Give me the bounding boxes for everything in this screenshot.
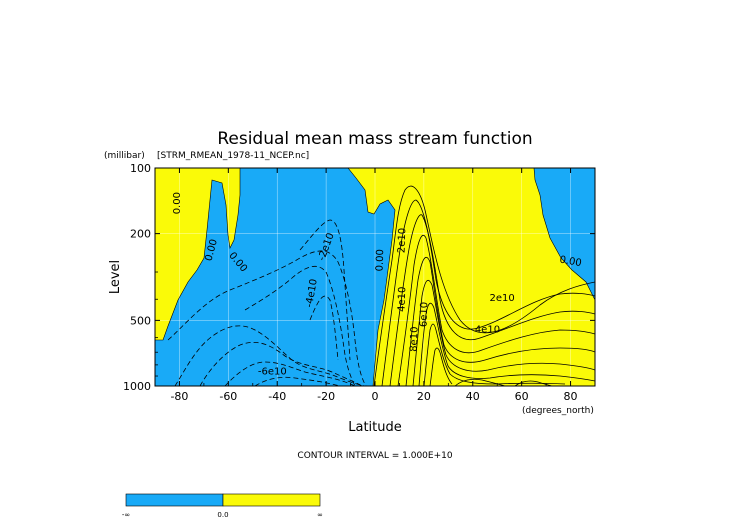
- zero-contours: [155, 168, 595, 386]
- x-tick-label: 80: [564, 390, 578, 403]
- y-tick-label: 500: [130, 314, 151, 327]
- x-axis: -80 -60 -40 -20 0 20 40 60 80: [154, 168, 596, 403]
- source-file-label: [STRM_RMEAN_1978-11_NCEP.nc]: [157, 151, 309, 161]
- contour-label: 0.00: [559, 254, 583, 269]
- contour-label: -6e10: [258, 367, 287, 378]
- zero-contour: [347, 168, 396, 386]
- contour-label: 2e10: [489, 293, 514, 304]
- colorbar-label-neg-inf: -∞: [122, 511, 130, 519]
- negative-contour: [174, 325, 366, 386]
- contour-interval-label: CONTOUR INTERVAL = 1.000E+10: [297, 451, 452, 461]
- contour-label: 0.00: [172, 192, 183, 214]
- chart-title: Residual mean mass stream function: [217, 129, 532, 149]
- negative-contour: [199, 341, 363, 386]
- negative-contour: [299, 219, 351, 361]
- positive-region-nh: [348, 168, 595, 386]
- contour-label: 8e10: [409, 326, 421, 352]
- x-tick-label: 40: [466, 390, 480, 403]
- contour-label: -4e10: [304, 278, 320, 308]
- y-axis: 100 200 500 1000: [123, 162, 595, 393]
- negative-contour: [244, 265, 356, 386]
- positive-contour: [405, 257, 595, 386]
- x-tick-label: -40: [268, 390, 286, 403]
- negative-contours: [167, 219, 367, 386]
- colorbar-label-zero: 0.0: [217, 511, 228, 519]
- contour-label: 4e10: [475, 324, 500, 335]
- positive-contour: [389, 214, 595, 386]
- colorbar-positive: [222, 493, 321, 507]
- negative-contour: [167, 250, 367, 386]
- positive-contour: [412, 279, 595, 386]
- positive-regions: [155, 168, 595, 386]
- zero-contour: [533, 168, 595, 301]
- contour-label: 2e10: [396, 228, 408, 254]
- colorbar: -∞ 0.0 ∞: [122, 493, 323, 519]
- contour-label: 4e10: [396, 286, 408, 312]
- colorbar-label-pos-inf: ∞: [317, 511, 323, 519]
- x-tick-label: -80: [170, 390, 188, 403]
- positive-contour: [381, 199, 595, 386]
- positive-contour: [373, 185, 595, 386]
- x-tick-label: 0: [372, 390, 379, 403]
- plot-area: [155, 168, 595, 386]
- positive-contour: [397, 234, 595, 386]
- negative-contour: [224, 361, 356, 386]
- x-tick-label: -60: [219, 390, 237, 403]
- y-tick-label: 1000: [123, 380, 151, 393]
- y-tick-label: 200: [130, 228, 151, 241]
- y-units-label: (millibar): [104, 151, 145, 161]
- contour-label: 0.00: [375, 249, 387, 272]
- colorbar-negative: [125, 493, 224, 507]
- y-tick-label: 100: [130, 162, 151, 175]
- zero-contour: [155, 168, 241, 341]
- negative-contour: [309, 295, 339, 361]
- y-axis-label: Level: [108, 260, 123, 294]
- positive-contour: [418, 302, 595, 386]
- positive-contour: [454, 378, 506, 386]
- x-tick-label: 60: [515, 390, 529, 403]
- contour-label: 6e10: [418, 302, 430, 328]
- positive-contour: [429, 347, 453, 386]
- positive-contour: [423, 323, 566, 386]
- gridlines: [155, 168, 595, 386]
- x-tick-label: -20: [317, 390, 335, 403]
- negative-contour: [254, 376, 341, 386]
- positive-region-sh-boundary: [155, 168, 240, 340]
- x-units-label: (degrees_north): [522, 406, 594, 416]
- x-tick-label: 20: [417, 390, 431, 403]
- positive-contours: [373, 185, 595, 386]
- x-axis-label: Latitude: [348, 420, 402, 435]
